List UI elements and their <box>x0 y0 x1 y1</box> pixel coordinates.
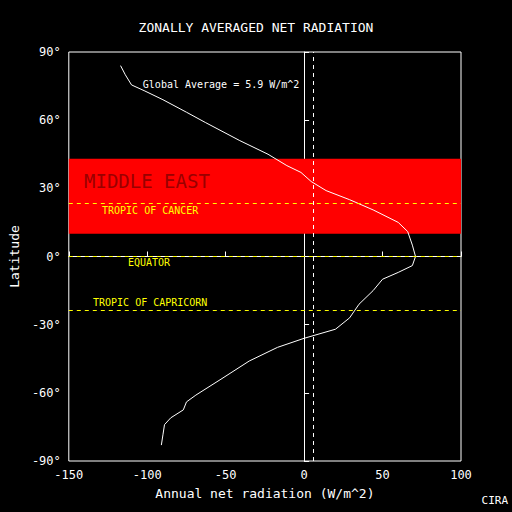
svg-text:TROPIC OF CANCER: TROPIC OF CANCER <box>102 205 199 216</box>
svg-text:CIRA: CIRA <box>482 494 509 507</box>
svg-text:-100: -100 <box>133 468 162 482</box>
svg-text:30°: 30° <box>39 181 61 195</box>
svg-text:100: 100 <box>450 468 472 482</box>
svg-text:0: 0 <box>301 468 308 482</box>
svg-text:MIDDLE EAST: MIDDLE EAST <box>84 170 210 192</box>
svg-text:-150: -150 <box>54 468 83 482</box>
svg-text:Latitude: Latitude <box>7 225 22 288</box>
svg-text:90°: 90° <box>39 45 61 59</box>
svg-text:Global Average = 5.9 W/m^2: Global Average = 5.9 W/m^2 <box>143 79 300 90</box>
svg-text:-50: -50 <box>215 468 237 482</box>
svg-text:ZONALLY AVERAGED NET RADIATION: ZONALLY AVERAGED NET RADIATION <box>139 20 374 35</box>
svg-text:60°: 60° <box>39 113 61 127</box>
svg-text:-60°: -60° <box>32 386 61 400</box>
svg-text:EQUATOR: EQUATOR <box>128 257 171 268</box>
svg-text:50: 50 <box>375 468 389 482</box>
svg-text:Annual net radiation (W/m^2): Annual net radiation (W/m^2) <box>155 486 374 501</box>
svg-text:TROPIC OF CAPRICORN: TROPIC OF CAPRICORN <box>93 297 207 308</box>
svg-text:0°: 0° <box>46 250 60 264</box>
svg-text:-30°: -30° <box>32 318 61 332</box>
svg-text:-90°: -90° <box>32 454 61 468</box>
